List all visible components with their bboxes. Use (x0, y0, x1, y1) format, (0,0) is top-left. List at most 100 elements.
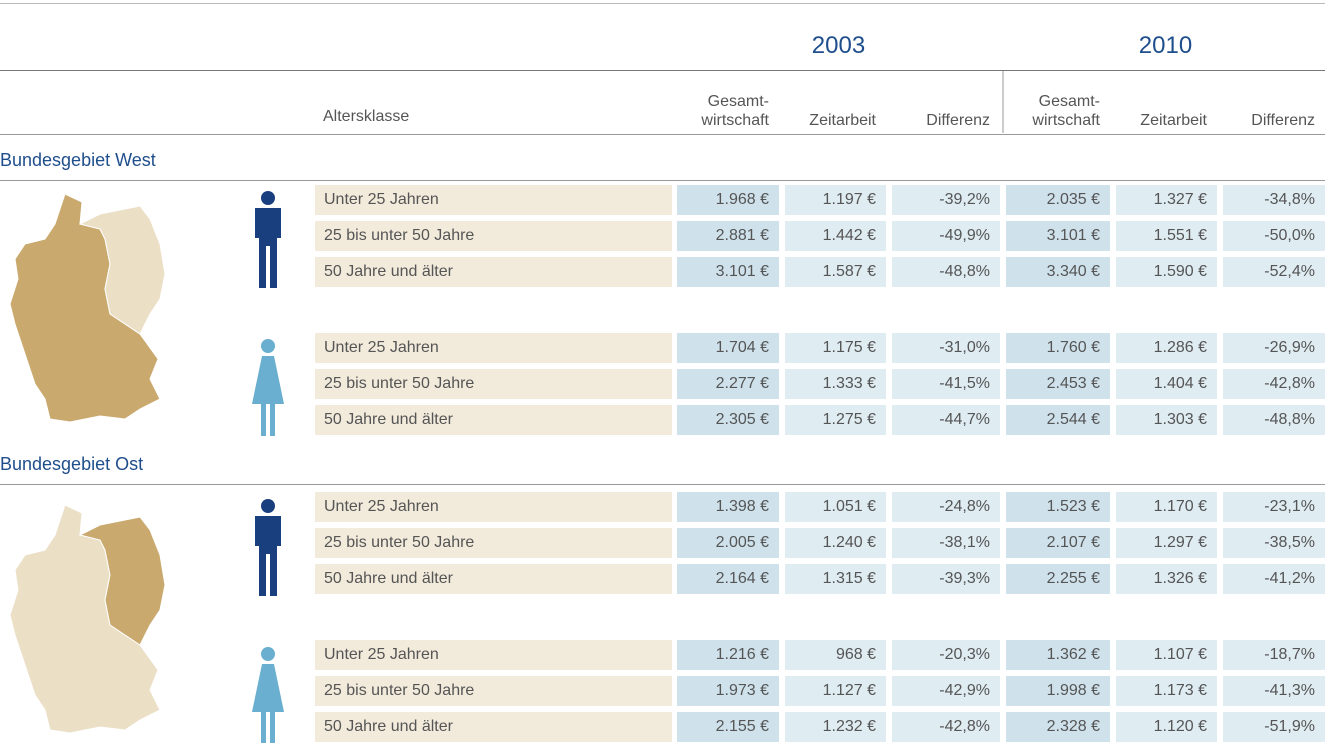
row-label: 25 bis unter 50 Jahre (315, 676, 672, 706)
female-icon (252, 339, 284, 436)
value-cell: 1.523 € (1006, 492, 1110, 522)
column-header: Zeitarbeit (809, 112, 876, 129)
section-title: Bundesgebiet Ost (0, 454, 144, 474)
value-cell: -41,2% (1223, 564, 1325, 594)
value-cell: 2.107 € (1006, 528, 1110, 558)
value-cell: 2.881 € (677, 221, 779, 251)
value-cell: -20,3% (892, 640, 1000, 670)
year-header: 2003 (811, 32, 866, 59)
value-cell: 1.333 € (785, 369, 886, 399)
value-cell: 1.127 € (785, 676, 886, 706)
column-header: Gesamt- wirtschaft (1032, 93, 1100, 129)
value-cell: -42,8% (892, 712, 1000, 742)
value-cell: 1.587 € (785, 257, 886, 287)
map-east (9, 504, 166, 734)
row-label: 50 Jahre und älter (315, 405, 672, 435)
value-cell: 1.704 € (677, 333, 779, 363)
value-cell: -49,9% (892, 221, 1000, 251)
value-cell: 1.315 € (785, 564, 886, 594)
value-cell: -50,0% (1223, 221, 1325, 251)
year-header: 2010 (1138, 32, 1193, 59)
row-label: 25 bis unter 50 Jahre (315, 528, 672, 558)
value-cell: 1.398 € (677, 492, 779, 522)
value-cell: 1.232 € (785, 712, 886, 742)
value-cell: -38,1% (892, 528, 1000, 558)
value-cell: -23,1% (1223, 492, 1325, 522)
section-title: Bundesgebiet West (0, 150, 156, 170)
row-label: 25 bis unter 50 Jahre (315, 221, 672, 251)
value-cell: 1.973 € (677, 676, 779, 706)
male-icon (255, 499, 281, 596)
value-cell: 1.760 € (1006, 333, 1110, 363)
row-label: Unter 25 Jahren (315, 185, 672, 215)
value-cell: 2.544 € (1006, 405, 1110, 435)
value-cell: 2.005 € (677, 528, 779, 558)
value-cell: 2.255 € (1006, 564, 1110, 594)
value-cell: 1.170 € (1116, 492, 1217, 522)
value-cell: -39,3% (892, 564, 1000, 594)
map-west (9, 193, 166, 423)
value-cell: -38,5% (1223, 528, 1325, 558)
rule (0, 70, 1325, 71)
value-cell: 1.197 € (785, 185, 886, 215)
value-cell: 1.275 € (785, 405, 886, 435)
row-label: 50 Jahre und älter (315, 712, 672, 742)
row-label: 25 bis unter 50 Jahre (315, 369, 672, 399)
value-cell: 2.035 € (1006, 185, 1110, 215)
value-cell: -44,7% (892, 405, 1000, 435)
value-cell: 3.101 € (1006, 221, 1110, 251)
row-label: 50 Jahre und älter (315, 564, 672, 594)
value-cell: 1.362 € (1006, 640, 1110, 670)
value-cell: -41,3% (1223, 676, 1325, 706)
value-cell: -41,5% (892, 369, 1000, 399)
value-cell: -42,8% (1223, 369, 1325, 399)
value-cell: 1.404 € (1116, 369, 1217, 399)
rule (0, 3, 1325, 4)
value-cell: 2.453 € (1006, 369, 1110, 399)
value-cell: 1.590 € (1116, 257, 1217, 287)
female-icon (252, 647, 284, 743)
row-label: 50 Jahre und älter (315, 257, 672, 287)
value-cell: -26,9% (1223, 333, 1325, 363)
rule (0, 134, 1325, 135)
value-cell: 1.051 € (785, 492, 886, 522)
value-cell: -24,8% (892, 492, 1000, 522)
column-header: Differenz (1251, 112, 1315, 129)
value-cell: -42,9% (892, 676, 1000, 706)
value-cell: 2.164 € (677, 564, 779, 594)
value-cell: 1.303 € (1116, 405, 1217, 435)
value-cell: -31,0% (892, 333, 1000, 363)
value-cell: 2.277 € (677, 369, 779, 399)
value-cell: 1.240 € (785, 528, 886, 558)
row-label: Unter 25 Jahren (315, 333, 672, 363)
value-cell: 1.297 € (1116, 528, 1217, 558)
value-cell: 1.120 € (1116, 712, 1217, 742)
value-cell: -18,7% (1223, 640, 1325, 670)
value-cell: -39,2% (892, 185, 1000, 215)
value-cell: -48,8% (1223, 405, 1325, 435)
column-header: Altersklasse (323, 108, 410, 125)
column-header: Gesamt- wirtschaft (701, 93, 769, 129)
value-cell: 1.173 € (1116, 676, 1217, 706)
value-cell: 3.101 € (677, 257, 779, 287)
value-cell: 1.442 € (785, 221, 886, 251)
value-cell: -48,8% (892, 257, 1000, 287)
value-cell: 1.551 € (1116, 221, 1217, 251)
value-cell: 1.968 € (677, 185, 779, 215)
rule (0, 180, 1325, 181)
column-header: Zeitarbeit (1140, 112, 1207, 129)
value-cell: 1.107 € (1116, 640, 1217, 670)
rule (0, 484, 1325, 485)
value-cell: 1.327 € (1116, 185, 1217, 215)
value-cell: 1.286 € (1116, 333, 1217, 363)
value-cell: -52,4% (1223, 257, 1325, 287)
value-cell: 1.326 € (1116, 564, 1217, 594)
value-cell: 2.328 € (1006, 712, 1110, 742)
column-header: Differenz (926, 112, 990, 129)
value-cell: 2.155 € (677, 712, 779, 742)
value-cell: 2.305 € (677, 405, 779, 435)
value-cell: 1.175 € (785, 333, 886, 363)
value-cell: 1.216 € (677, 640, 779, 670)
row-label: Unter 25 Jahren (315, 492, 672, 522)
